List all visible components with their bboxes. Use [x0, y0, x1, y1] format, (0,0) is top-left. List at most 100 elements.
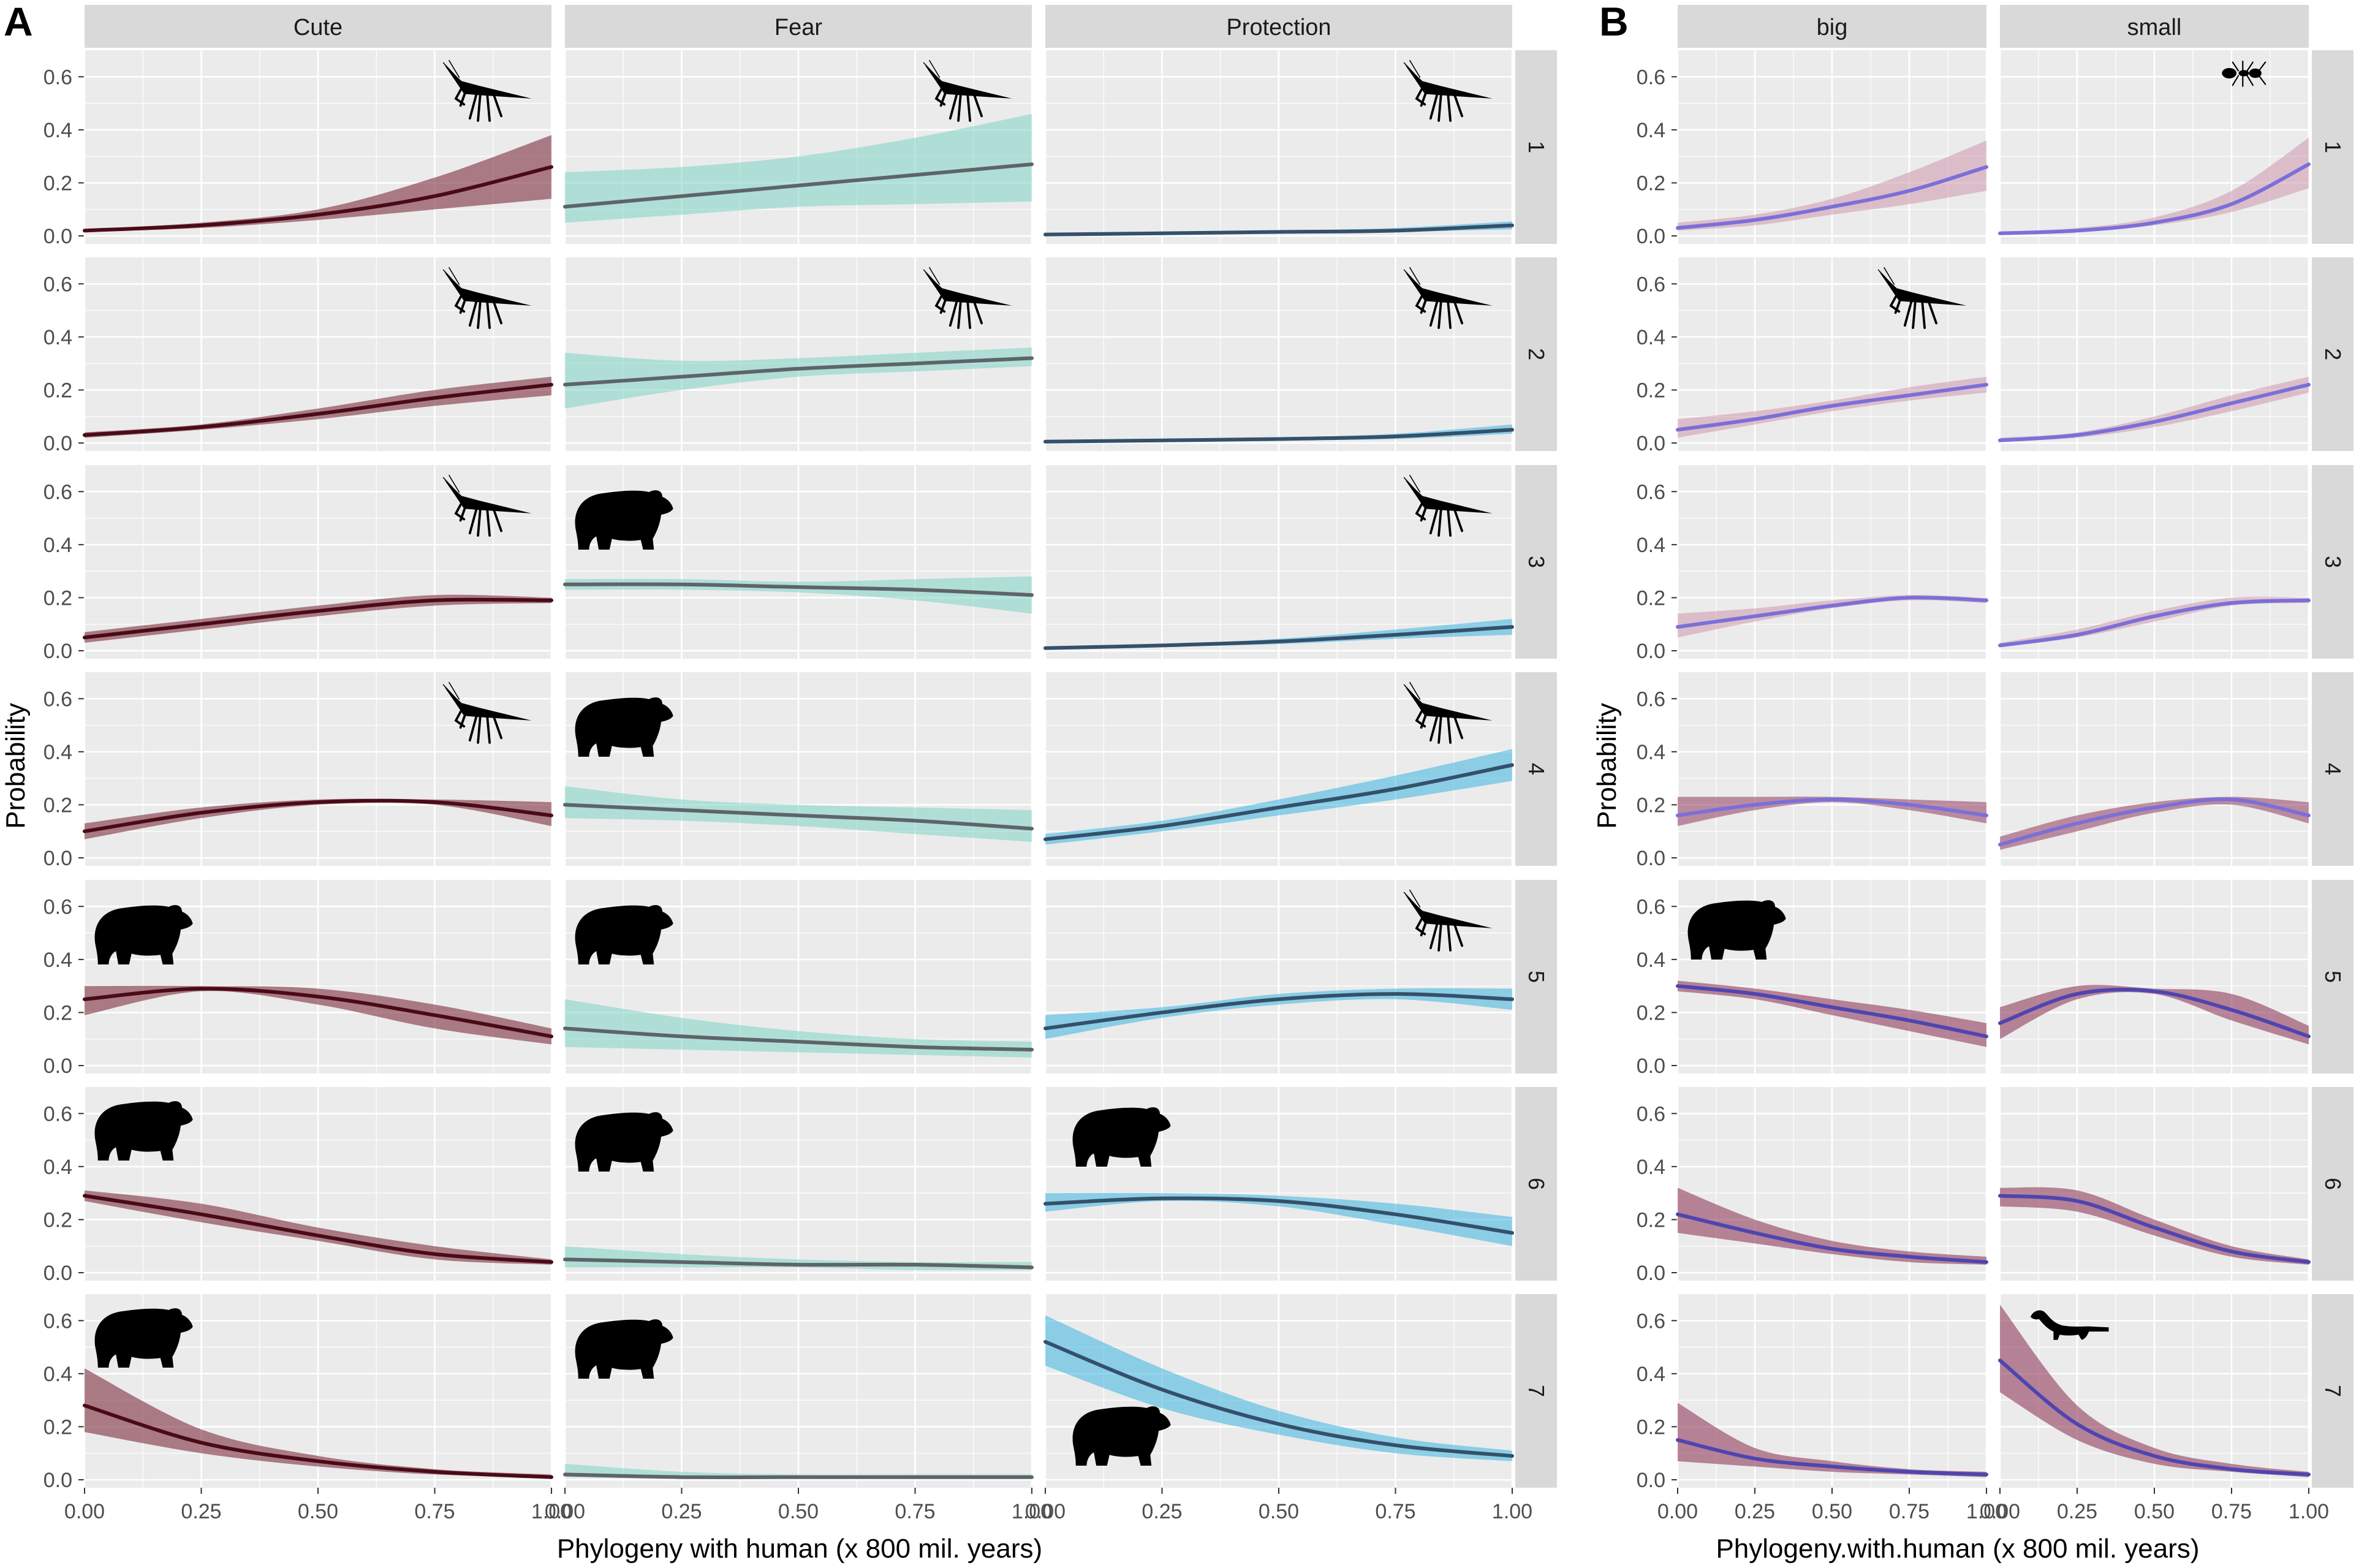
- column-strip: [565, 5, 1032, 48]
- mantis-icon: [442, 474, 532, 537]
- y-tick-label: 0.0: [1637, 1262, 1665, 1285]
- mantis-antenna: [442, 474, 460, 494]
- x-tick-label: 1.00: [2289, 1500, 2329, 1523]
- weasel-icon: [2031, 1310, 2109, 1340]
- confidence-band: [2000, 1305, 2309, 1477]
- y-tick-label: 0.4: [1637, 534, 1665, 557]
- facet-panel: [83, 257, 553, 451]
- x-tick-label: 0.50: [1259, 1500, 1299, 1523]
- mantis-antenna: [442, 59, 460, 80]
- series-line: [1998, 1358, 2311, 1477]
- ant-head: [2249, 68, 2262, 78]
- y-tick-label: 0.0: [44, 1262, 72, 1285]
- y-tick-label: 0.6: [1637, 480, 1665, 504]
- row-strip: [2312, 465, 2353, 659]
- y-tick-label: 0.0: [1637, 432, 1665, 455]
- series-line: [1676, 797, 1988, 817]
- bear-body: [1072, 1107, 1171, 1167]
- x-tick-label: 0.00: [1025, 1500, 1066, 1523]
- mantis-legs: [1415, 914, 1464, 952]
- y-tick-label: 0.2: [44, 1001, 72, 1025]
- y-tick-label: 0.6: [1637, 687, 1665, 711]
- row-strip-label: 2: [2320, 348, 2346, 360]
- row-strip-label: 3: [1524, 556, 1549, 568]
- y-tick-label: 0.2: [44, 379, 72, 402]
- column-strip-label: Protection: [1226, 15, 1331, 40]
- series-line: [563, 356, 1034, 387]
- x-tick-label: 0.50: [778, 1500, 819, 1523]
- y-tick-label: 0.6: [44, 687, 72, 711]
- series-line: [1676, 596, 1988, 629]
- facet-panel: [1676, 672, 1988, 866]
- bear-body: [94, 905, 193, 964]
- row-strip: [1515, 465, 1557, 659]
- facet-panel: 0.00 0.25 0.50 0.75 1.00: [1025, 1294, 1532, 1523]
- y-tick-label: 0.4: [1637, 1156, 1665, 1179]
- y-tick-label: 0.2: [1637, 379, 1665, 402]
- y-tick-label: 0.6: [1637, 66, 1665, 89]
- mantis-antenna: [923, 267, 941, 287]
- confidence-band: [2000, 985, 2309, 1045]
- y-tick-label: 0.6: [44, 1102, 72, 1126]
- mantis-antenna: [1403, 474, 1421, 494]
- series-line: [1676, 165, 1988, 230]
- series-line: [1998, 162, 2311, 235]
- section-b: big small10.00.20.40.620.00.20.40.630.00.…: [1637, 5, 2353, 1523]
- bear-icon: [94, 1101, 193, 1161]
- series-line: [1998, 598, 2311, 648]
- bear-icon: [575, 490, 673, 550]
- series-line: [83, 1403, 553, 1479]
- column-strip-label: big: [1817, 15, 1848, 40]
- confidence-band: [1045, 1315, 1512, 1461]
- facet-panel: [563, 880, 1034, 1074]
- y-tick-label: 0.6: [1637, 1102, 1665, 1126]
- facet-panel: [1043, 672, 1514, 866]
- y-tick-label: 0.2: [44, 1415, 72, 1439]
- series-line: [1676, 984, 1988, 1039]
- facet-panel: [563, 672, 1034, 866]
- mantis-antenna: [442, 267, 460, 287]
- series-line: [1998, 797, 2311, 847]
- row-strip-label: 1: [2320, 141, 2346, 153]
- confidence-band: [85, 1190, 551, 1265]
- row-strip: [1515, 880, 1557, 1074]
- facet-panel: [1998, 672, 2311, 866]
- x-axis-title-b: Phylogeny.with.human (x 800 mil. years): [1716, 1534, 2199, 1564]
- bear-body: [1687, 900, 1786, 960]
- x-tick-label: 1.00: [1492, 1500, 1532, 1523]
- mantis-icon: [923, 267, 1012, 329]
- mantis-icon: [1403, 681, 1493, 744]
- series-line: [1676, 1438, 1988, 1477]
- facet-panel: [83, 880, 553, 1074]
- bear-icon: [575, 905, 673, 964]
- mantis-icon: [1403, 889, 1493, 952]
- facet-panel: [1676, 880, 1988, 1074]
- y-tick-label: 0.0: [1637, 1055, 1665, 1078]
- mantis-antenna: [1877, 267, 1895, 287]
- bear-body: [575, 490, 673, 550]
- column-strip-label: Fear: [774, 15, 822, 40]
- y-tick-label: 0.2: [1637, 1415, 1665, 1439]
- x-tick-label: 0.00: [1980, 1500, 2020, 1523]
- y-tick-label: 0.0: [1637, 225, 1665, 248]
- series-line: [563, 1026, 1034, 1051]
- x-tick-label: 0.50: [2134, 1500, 2175, 1523]
- series-line: [83, 382, 553, 437]
- mantis-legs: [454, 85, 503, 122]
- y-axis-title-a: Probability: [1, 703, 31, 828]
- series-line: [1043, 992, 1514, 1031]
- mantis-icon: [1403, 267, 1493, 329]
- series-line: [1043, 1339, 1514, 1458]
- facet-panel: 0.00 0.25 0.50 0.75 1.00: [1657, 1294, 2007, 1523]
- row-strip-label: 4: [1524, 763, 1549, 775]
- x-tick-label: 0.25: [661, 1500, 702, 1523]
- mantis-antenna: [1403, 681, 1421, 702]
- y-tick-label: 0.4: [44, 119, 72, 142]
- x-tick-label: 0.75: [895, 1500, 935, 1523]
- y-tick-label: 0.0: [1637, 640, 1665, 663]
- series-line: [563, 1472, 1034, 1480]
- facet-panel: [563, 1087, 1034, 1281]
- row-strip-label: 5: [2320, 971, 2346, 983]
- facet-panel: [1043, 50, 1514, 244]
- bear-body: [94, 1101, 193, 1161]
